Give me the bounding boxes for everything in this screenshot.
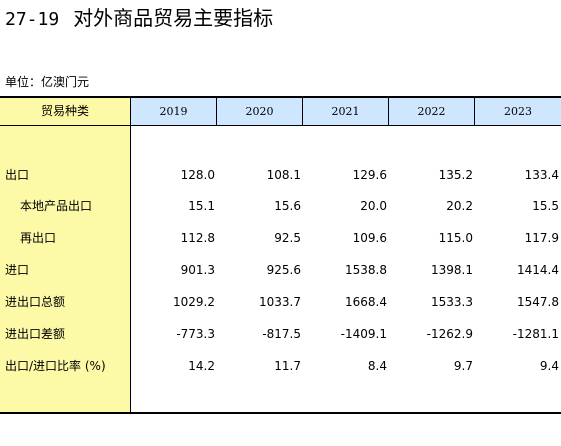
row-label: 本地产品出口 — [20, 199, 93, 213]
year-header-2020: 2020 — [217, 98, 303, 125]
cell-value: -1262.9 — [426, 327, 473, 341]
table-row: 出口/进口比率 (%) 14.2 11.7 8.4 9.7 9.4 — [0, 355, 561, 377]
table-top-rule — [0, 96, 561, 98]
cell-value: 901.3 — [180, 263, 215, 277]
row-label: 进口 — [5, 263, 30, 277]
row-label: 再出口 — [20, 231, 57, 245]
table-number: 27-19 — [5, 9, 60, 30]
cell-value: 1414.4 — [517, 263, 559, 277]
cell-value: 1398.1 — [431, 263, 473, 277]
cell-value: 925.6 — [266, 263, 301, 277]
cell-value: 8.4 — [367, 359, 387, 373]
unit-label: 单位：亿澳门元 — [5, 75, 90, 89]
cell-value: -1409.1 — [340, 327, 387, 341]
row-label: 出口/进口比率 (%) — [5, 359, 106, 373]
table-header-row: 贸易种类 2019 2020 2021 2022 2023 — [0, 98, 561, 126]
cell-value: 11.7 — [274, 359, 301, 373]
cell-value: 129.6 — [352, 168, 387, 182]
cell-value: 109.6 — [352, 231, 387, 245]
row-label: 进出口总额 — [5, 295, 66, 309]
cell-value: 135.2 — [438, 168, 473, 182]
table-bottom-rule — [0, 412, 561, 414]
table-row: 进出口总额 1029.2 1033.7 1668.4 1533.3 1547.8 — [0, 291, 561, 313]
cell-value: 1547.8 — [517, 295, 559, 309]
cell-value: 1033.7 — [259, 295, 301, 309]
cell-value: 20.2 — [446, 199, 473, 213]
year-header-2021: 2021 — [303, 98, 389, 125]
cell-value: 1668.4 — [345, 295, 387, 309]
cell-value: -817.5 — [262, 327, 301, 341]
table-row: 出口 128.0 108.1 129.6 135.2 133.4 — [0, 164, 561, 186]
year-header-2019: 2019 — [131, 98, 217, 125]
trade-indicators-table: 贸易种类 2019 2020 2021 2022 2023 出口 128.0 1… — [0, 96, 561, 414]
table-row: 本地产品出口 15.1 15.6 20.0 20.2 15.5 — [0, 195, 561, 217]
table-title: 对外商品贸易主要指标 — [73, 6, 274, 30]
cell-value: 9.4 — [539, 359, 559, 373]
cell-value: 128.0 — [180, 168, 215, 182]
cell-value: 15.6 — [274, 199, 301, 213]
table-row: 进口 901.3 925.6 1538.8 1398.1 1414.4 — [0, 259, 561, 281]
cell-value: 20.0 — [360, 199, 387, 213]
row-label: 进出口差额 — [5, 327, 66, 341]
cell-value: 1533.3 — [431, 295, 473, 309]
row-label: 出口 — [5, 168, 30, 182]
cell-value: 15.1 — [188, 199, 215, 213]
cell-value: 15.5 — [532, 199, 559, 213]
cell-value: 9.7 — [453, 359, 473, 373]
cell-value: 14.2 — [188, 359, 215, 373]
year-header-2023: 2023 — [475, 98, 561, 125]
page-title: 27-19 对外商品贸易主要指标 — [5, 4, 273, 34]
cell-value: 115.0 — [438, 231, 473, 245]
table-row: 再出口 112.8 92.5 109.6 115.0 117.9 — [0, 227, 561, 249]
cell-value: -773.3 — [176, 327, 215, 341]
stub-column-background — [0, 98, 131, 412]
cell-value: 108.1 — [266, 168, 301, 182]
table-row: 进出口差额 -773.3 -817.5 -1409.1 -1262.9 -128… — [0, 323, 561, 345]
cell-value: -1281.1 — [512, 327, 559, 341]
cell-value: 1538.8 — [345, 263, 387, 277]
stub-header: 贸易种类 — [0, 98, 131, 125]
year-header-2022: 2022 — [389, 98, 475, 125]
cell-value: 112.8 — [180, 231, 215, 245]
cell-value: 133.4 — [524, 168, 559, 182]
cell-value: 117.9 — [524, 231, 559, 245]
cell-value: 1029.2 — [173, 295, 215, 309]
cell-value: 92.5 — [274, 231, 301, 245]
